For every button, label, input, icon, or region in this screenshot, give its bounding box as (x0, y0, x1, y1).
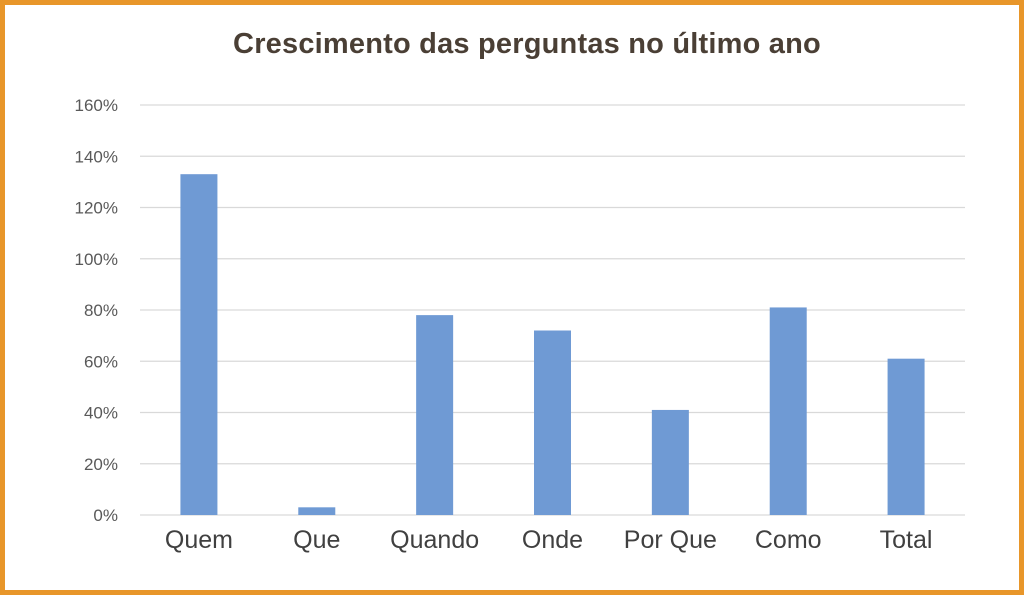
y-tick-label: 80% (84, 301, 118, 320)
x-tick-label: Onde (522, 526, 583, 554)
bar-por-que (651, 409, 689, 515)
y-tick-label: 60% (84, 352, 118, 371)
y-tick-label: 100% (75, 250, 118, 269)
chart-title: Crescimento das perguntas no último ano (233, 28, 821, 60)
bar-como (769, 307, 807, 515)
bar-total (887, 358, 925, 515)
bar-que (298, 507, 336, 515)
x-tick-label: Quem (165, 526, 233, 554)
y-tick-label: 160% (75, 96, 118, 115)
bar-quem (180, 174, 218, 515)
bar-quando (416, 315, 454, 515)
x-tick-label: Que (293, 526, 340, 554)
x-tick-label: Como (755, 526, 822, 554)
y-tick-label: 0% (93, 506, 118, 525)
y-tick-label: 40% (84, 404, 118, 423)
y-tick-label: 140% (75, 147, 118, 166)
bar-onde (534, 330, 571, 515)
x-tick-label: Quando (390, 526, 479, 554)
y-tick-label: 120% (75, 199, 118, 218)
x-tick-label: Por Que (624, 526, 717, 554)
y-tick-label: 20% (84, 455, 118, 474)
x-tick-label: Total (880, 526, 933, 554)
